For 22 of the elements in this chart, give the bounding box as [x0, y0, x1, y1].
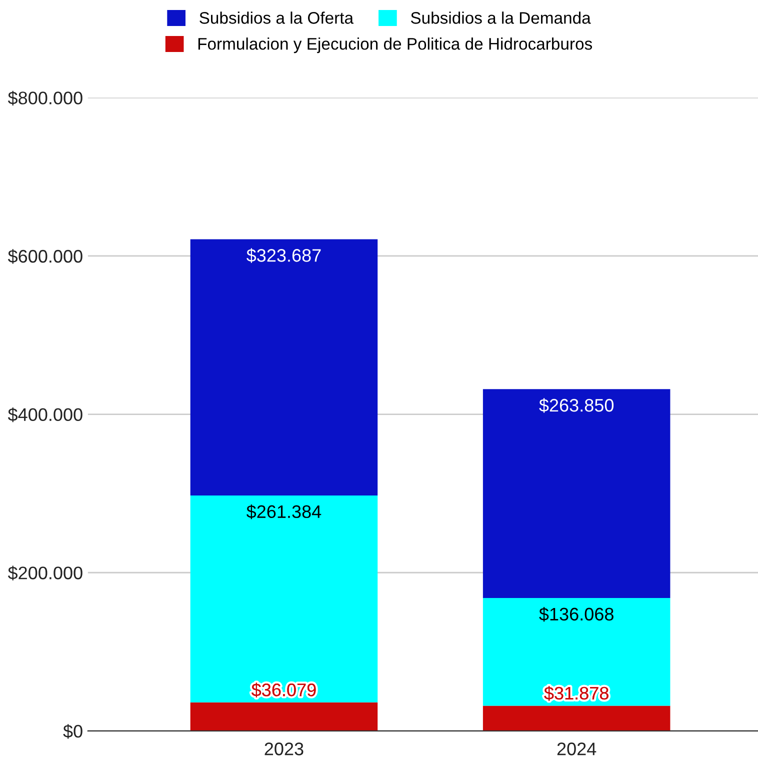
y-tick-label: $400.000 — [8, 407, 82, 422]
data-label: $263.850 — [539, 398, 614, 413]
y-tick-label: $800.000 — [8, 90, 82, 106]
bar — [482, 598, 670, 706]
y-tick-label: $600.000 — [8, 249, 82, 264]
x-tick-label: 2024 — [557, 742, 596, 756]
legend-label: Subsidios a la Demanda — [410, 12, 591, 24]
bar — [190, 239, 378, 496]
data-label: $36.079 — [252, 682, 316, 698]
data-label: $136.068 — [539, 607, 614, 622]
legend-label: Formulacion y Ejecucion de Politica de Hidrocarburos — [198, 38, 592, 54]
bar — [482, 389, 670, 598]
bar — [190, 495, 378, 702]
y-tick-label: $200.000 — [8, 566, 82, 580]
x-tick-label: 2023 — [264, 742, 304, 756]
y-tick-label: $0 — [63, 724, 82, 739]
data-label: $31.878 — [544, 686, 608, 701]
legend-label: Subsidios a la Oferta — [200, 12, 354, 24]
bar — [190, 702, 378, 731]
bar — [482, 706, 670, 731]
data-label: $323.687 — [246, 248, 321, 263]
data-label: $261.384 — [246, 504, 322, 520]
